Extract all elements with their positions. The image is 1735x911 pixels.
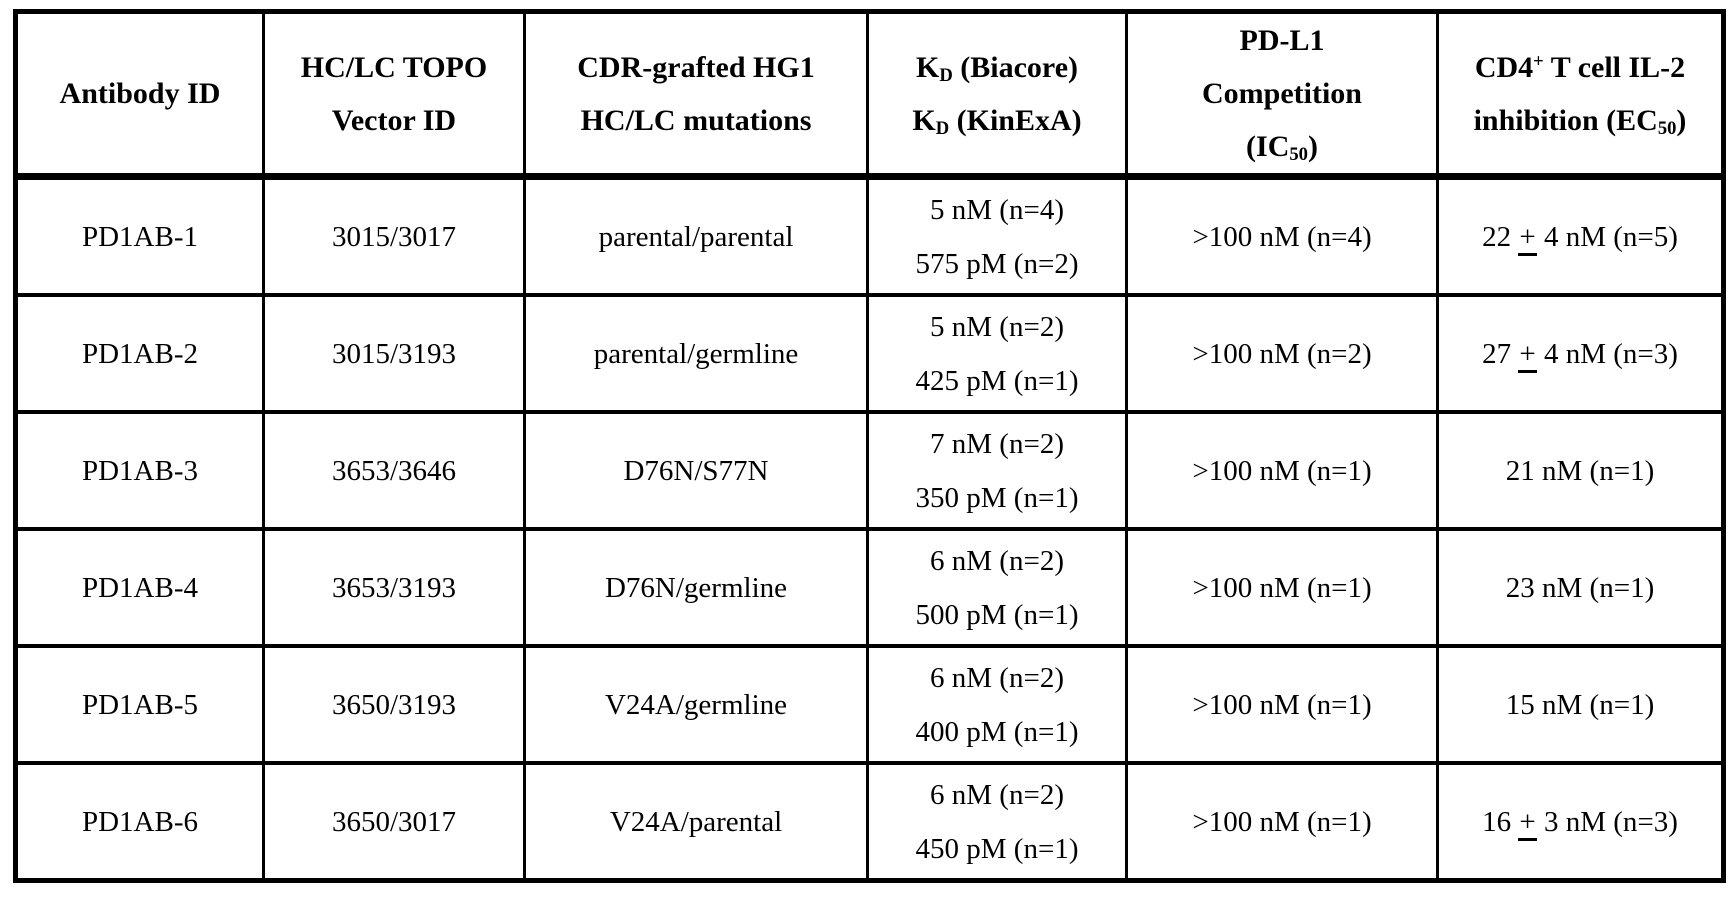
table-row-pd1ab-3: PD1AB-3 3653/3646 D76N/S77N 7 nM (n=2) 3…	[14, 410, 1725, 531]
header-line: KD (Biacore)	[915, 50, 1078, 86]
column-header-kd: KD (Biacore) KD (KinExA)	[866, 9, 1128, 180]
table-row-pd1ab-5: PD1AB-5 3650/3193 V24A/germline 6 nM (n=…	[14, 644, 1725, 765]
kd-biacore-value: 7 nM (n=2)	[930, 427, 1064, 460]
antibody-characterization-table: Antibody ID HC/LC TOPO Vector ID CDR-gra…	[13, 9, 1726, 883]
column-header-pdl1-competition: PD-L1 Competition (IC50)	[1125, 9, 1439, 180]
column-header-cd4-il2-inhibition: CD4+ T cell IL-2 inhibition (EC50)	[1436, 9, 1725, 180]
cell-vector-id: 3653/3193	[262, 527, 526, 648]
kd-kinexa-value: 575 pM (n=2)	[915, 247, 1079, 280]
cell-mutations: D76N/S77N	[523, 410, 869, 531]
header-line: HC/LC TOPO	[300, 50, 488, 84]
table-row-pd1ab-1: PD1AB-1 3015/3017 parental/parental 5 nM…	[14, 174, 1725, 297]
kd-biacore-value: 6 nM (n=2)	[930, 661, 1064, 694]
kd-biacore-value: 6 nM (n=2)	[930, 778, 1064, 811]
cell-pdl1-competition: >100 nM (n=1)	[1125, 410, 1439, 531]
table-row-pd1ab-2: PD1AB-2 3015/3193 parental/germline 5 nM…	[14, 293, 1725, 414]
cell-antibody-id: PD1AB-3	[14, 410, 265, 531]
kd-kinexa-value: 350 pM (n=1)	[915, 481, 1079, 514]
cell-antibody-id: PD1AB-5	[14, 644, 265, 765]
plus-minus-sign: +	[1518, 338, 1537, 373]
header-line: Antibody ID	[59, 77, 221, 110]
cell-mutations: V24A/germline	[523, 644, 869, 765]
cell-antibody-id: PD1AB-1	[14, 174, 265, 297]
cell-mutations: parental/germline	[523, 293, 869, 414]
kd-biacore-value: 5 nM (n=2)	[930, 310, 1064, 343]
column-header-antibody-id: Antibody ID	[14, 9, 265, 180]
header-line: PD-L1	[1239, 24, 1325, 57]
kd-kinexa-value: 450 pM (n=1)	[915, 832, 1079, 865]
header-line: HC/LC mutations	[580, 103, 812, 137]
plus-minus-sign: +	[1518, 221, 1537, 256]
header-line: (IC50)	[1246, 130, 1318, 166]
cell-vector-id: 3650/3017	[262, 761, 526, 883]
cell-vector-id: 3653/3646	[262, 410, 526, 531]
cell-antibody-id: PD1AB-2	[14, 293, 265, 414]
cell-mutations: D76N/germline	[523, 527, 869, 648]
table-header-row: Antibody ID HC/LC TOPO Vector ID CDR-gra…	[14, 9, 1725, 180]
cell-vector-id: 3015/3193	[262, 293, 526, 414]
subscript: D	[935, 117, 950, 139]
cell-kd: 7 nM (n=2) 350 pM (n=1)	[866, 410, 1128, 531]
cell-cd4-inhibition: 15 nM (n=1)	[1436, 644, 1725, 765]
cell-mutations: parental/parental	[523, 174, 869, 297]
table-row-pd1ab-4: PD1AB-4 3653/3193 D76N/germline 6 nM (n=…	[14, 527, 1725, 648]
kd-biacore-value: 6 nM (n=2)	[930, 544, 1064, 577]
cell-cd4-inhibition: 23 nM (n=1)	[1436, 527, 1725, 648]
cell-cd4-inhibition: 21 nM (n=1)	[1436, 410, 1725, 531]
kd-kinexa-value: 500 pM (n=1)	[915, 598, 1079, 631]
column-header-mutations: CDR-grafted HG1 HC/LC mutations	[523, 9, 869, 180]
kd-kinexa-value: 425 pM (n=1)	[915, 364, 1079, 397]
cell-mutations: V24A/parental	[523, 761, 869, 883]
cell-cd4-inhibition: 27 + 4 nM (n=3)	[1436, 293, 1725, 414]
cell-pdl1-competition: >100 nM (n=2)	[1125, 293, 1439, 414]
cell-pdl1-competition: >100 nM (n=1)	[1125, 527, 1439, 648]
subscript: 50	[1657, 117, 1677, 139]
cell-pdl1-competition: >100 nM (n=1)	[1125, 761, 1439, 883]
cell-pdl1-competition: >100 nM (n=1)	[1125, 644, 1439, 765]
kd-kinexa-value: 400 pM (n=1)	[915, 715, 1079, 748]
subscript: D	[939, 64, 953, 86]
kd-biacore-value: 5 nM (n=4)	[930, 193, 1064, 226]
header-line: Competition	[1202, 77, 1362, 110]
cell-antibody-id: PD1AB-4	[14, 527, 265, 648]
cell-kd: 5 nM (n=4) 575 pM (n=2)	[866, 174, 1128, 297]
cell-kd: 6 nM (n=2) 400 pM (n=1)	[866, 644, 1128, 765]
cell-kd: 6 nM (n=2) 500 pM (n=1)	[866, 527, 1128, 648]
table-row-pd1ab-6: PD1AB-6 3650/3017 V24A/parental 6 nM (n=…	[14, 761, 1725, 883]
cell-kd: 5 nM (n=2) 425 pM (n=1)	[866, 293, 1128, 414]
cell-kd: 6 nM (n=2) 450 pM (n=1)	[866, 761, 1128, 883]
column-header-vector-id: HC/LC TOPO Vector ID	[262, 9, 526, 180]
header-line: KD (KinExA)	[912, 103, 1082, 139]
header-line: CD4+ T cell IL-2	[1474, 50, 1686, 84]
header-line: Vector ID	[331, 103, 457, 137]
cell-cd4-inhibition: 22 + 4 nM (n=5)	[1436, 174, 1725, 297]
header-line: CDR-grafted HG1	[577, 50, 815, 84]
cell-cd4-inhibition: 16 + 3 nM (n=3)	[1436, 761, 1725, 883]
header-line: inhibition (EC50)	[1473, 103, 1687, 139]
cell-pdl1-competition: >100 nM (n=4)	[1125, 174, 1439, 297]
cell-antibody-id: PD1AB-6	[14, 761, 265, 883]
cell-vector-id: 3650/3193	[262, 644, 526, 765]
cell-vector-id: 3015/3017	[262, 174, 526, 297]
superscript: +	[1533, 50, 1544, 72]
subscript: 50	[1289, 144, 1308, 166]
plus-minus-sign: +	[1518, 806, 1537, 841]
